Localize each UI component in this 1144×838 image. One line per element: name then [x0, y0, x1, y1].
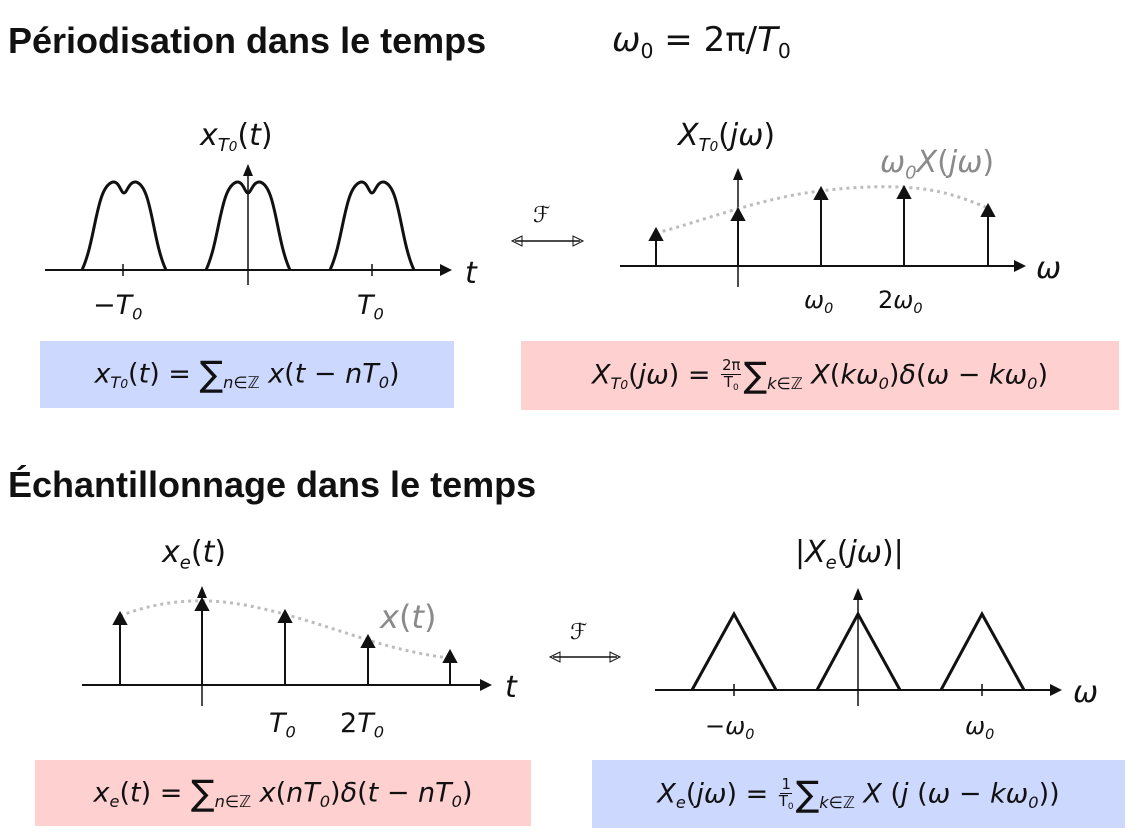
fourier-symbol-2: ℱ	[570, 620, 588, 645]
envelope-label-2: x(t)	[380, 598, 437, 636]
xT0-label: xT0(t)	[200, 118, 273, 157]
triangle-3	[939, 610, 1026, 691]
y-axis-arrow	[243, 164, 253, 176]
tick-label-omega0-2: ω0	[965, 712, 995, 744]
pulse-1	[80, 180, 168, 271]
spectral-lines	[648, 184, 996, 266]
spectrum-envelope	[655, 185, 989, 235]
pulse-3	[328, 180, 416, 271]
tick-label-T0-2: T0	[269, 708, 296, 742]
t-label: t	[465, 256, 477, 291]
section1-heading: Périodisation dans le temps	[8, 20, 487, 61]
pulse-2	[204, 180, 292, 271]
omega-label: ω	[1036, 251, 1062, 286]
omega-relation: ω0 = 2π/T0	[612, 20, 791, 64]
formula-sampling-time: xe(t) = ∑n∈ℤ x(nT0)δ(t − nT0)	[35, 760, 531, 826]
envelope-label-1: ω0X(jω)	[880, 145, 995, 184]
triangle-1	[690, 610, 778, 691]
t-axis-2-arrow	[480, 679, 492, 691]
y-axis-2-arrow	[197, 586, 207, 598]
XT0-label: XT0(jω)	[678, 118, 776, 157]
spectrum-y-axis-arrow	[733, 168, 743, 180]
formula-periodisation-freq: XT0(jω) = 2π T0 ∑k∈ℤ X(kω0)δ(ω − kω0)	[521, 341, 1119, 410]
omega-axis-2-arrow	[1050, 684, 1062, 696]
t-label-2: t	[505, 670, 517, 705]
spectrum-y-axis-2-arrow	[853, 588, 863, 600]
triangle-2	[815, 610, 902, 691]
abs-Xe-label: |Xe(jω)|	[795, 535, 904, 574]
fourier-symbol-1: ℱ	[533, 203, 551, 228]
omega-axis-arrow	[1014, 260, 1026, 272]
formula-periodisation-time: xT0(t) = ∑n∈ℤ x(t − nT0)	[40, 341, 454, 408]
tick-label-minus-omega0: −ω0	[705, 712, 755, 744]
tick-label-omega0: ω0	[804, 286, 834, 318]
tick-label-2T0: 2T0	[340, 708, 384, 742]
tick-label-T0: T0	[357, 290, 384, 324]
tick-label-minus-T0: −T0	[93, 290, 143, 324]
formula-sampling-freq: Xe(jω) = 1 T0 ∑k∈ℤ X (j (ω − kω0))	[592, 760, 1125, 828]
tick-label-2omega0: 2ω0	[878, 286, 923, 318]
xe-label: xe(t)	[162, 535, 227, 574]
section2-heading: Échantillonnage dans le temps	[8, 464, 537, 505]
samples	[112, 596, 458, 685]
omega-label-2: ω	[1073, 675, 1099, 710]
sampled-envelope	[119, 599, 451, 660]
t-axis-arrow	[440, 264, 452, 276]
